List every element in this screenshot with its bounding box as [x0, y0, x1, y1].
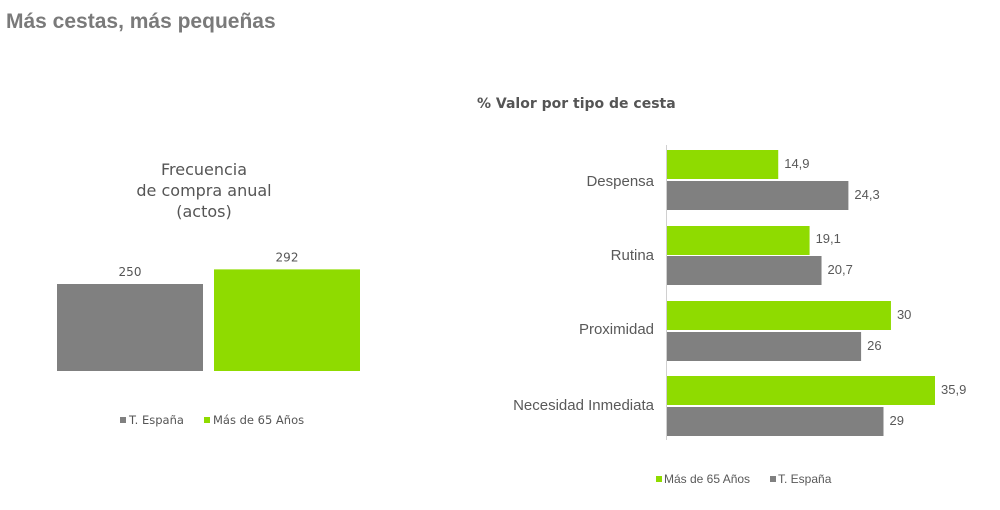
freq-title-line-1: Frecuencia: [161, 160, 247, 179]
category-label-despensa: Despensa: [586, 173, 654, 190]
freq-legend-label-t-espana: T. España: [128, 413, 184, 427]
value-label-mas-65-proximidad: 30: [897, 307, 911, 322]
basket-legend-swatch-t-espana: [770, 476, 776, 482]
value-label-t-espana-despensa: 24,3: [854, 187, 879, 202]
freq-bar-t-espana: [57, 284, 203, 371]
freq-value-label-mas-65: 292: [276, 250, 299, 264]
bar-mas-65-proximidad: [667, 301, 891, 330]
basket-legend-label-mas-65: Más de 65 Años: [664, 472, 750, 486]
bar-mas-65-rutina: [667, 226, 810, 255]
freq-legend-swatch-mas-65: [204, 417, 210, 423]
basket-chart-title: % Valor por tipo de cesta: [477, 96, 676, 112]
page-title: Más cestas, más pequeñas: [6, 10, 276, 33]
basket-legend-swatch-mas-65: [656, 476, 662, 482]
freq-legend-label-mas-65: Más de 65 Años: [213, 413, 304, 427]
value-label-mas-65-necesidad-inmediata: 35,9: [941, 382, 966, 397]
category-label-proximidad: Proximidad: [579, 321, 654, 338]
freq-value-label-t-espana: 250: [119, 265, 142, 279]
value-label-t-espana-proximidad: 26: [867, 338, 881, 353]
bar-t-espana-proximidad: [667, 332, 862, 361]
freq-legend-swatch-t-espana: [120, 417, 126, 423]
category-label-rutina: Rutina: [611, 247, 655, 264]
value-label-t-espana-rutina: 20,7: [828, 262, 853, 277]
category-label-necesidad-inmediata: Necesidad Inmediata: [513, 397, 655, 414]
value-label-t-espana-necesidad-inmediata: 29: [889, 413, 903, 428]
bar-t-espana-necesidad-inmediata: [667, 407, 884, 436]
value-label-mas-65-rutina: 19,1: [816, 231, 841, 246]
freq-title-line-2: de compra anual: [136, 181, 271, 200]
bar-mas-65-necesidad-inmediata: [667, 376, 935, 405]
bar-t-espana-rutina: [667, 256, 822, 285]
freq-title-line-3: (actos): [176, 202, 231, 221]
freq-bar-mas-65: [214, 269, 360, 371]
bar-mas-65-despensa: [667, 150, 779, 179]
bar-t-espana-despensa: [667, 181, 849, 210]
value-label-mas-65-despensa: 14,9: [784, 156, 809, 171]
basket-legend-label-t-espana: T. España: [778, 472, 832, 486]
